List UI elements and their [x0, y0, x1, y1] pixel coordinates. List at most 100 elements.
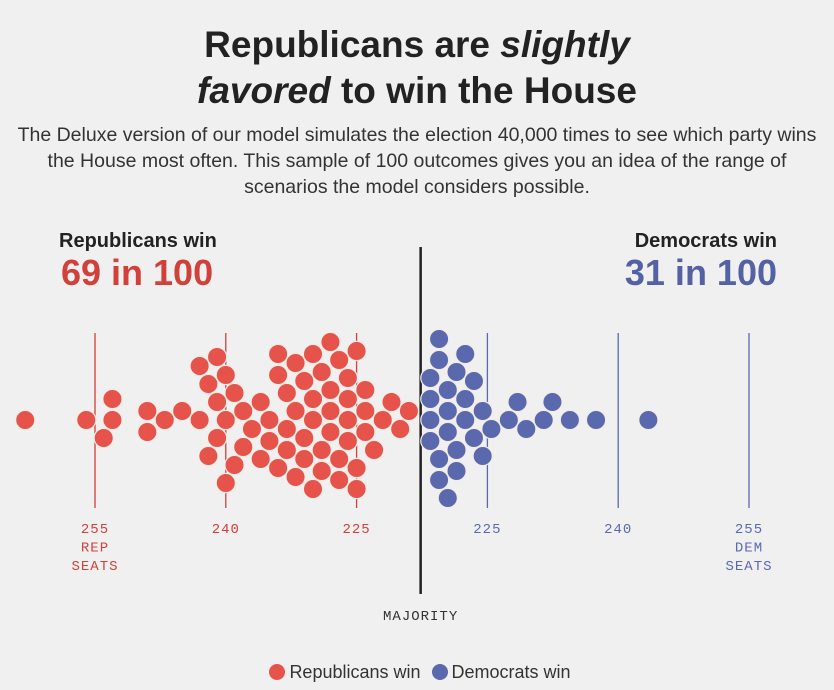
rep-outcome-dot	[224, 382, 245, 404]
dem-outcome-dot	[420, 367, 441, 389]
dem-outcome-dot	[446, 460, 467, 482]
dem-win-label: Democrats win	[634, 230, 777, 252]
dem-outcome-dot	[446, 439, 467, 461]
rep-outcome-dot	[15, 409, 36, 431]
legend-dem-dot	[431, 664, 448, 680]
dem-outcome-dot	[437, 487, 458, 509]
dem-outcome-dot	[559, 409, 581, 431]
rep-outcome-dot	[206, 346, 228, 368]
rep-outcome-dot	[137, 400, 158, 422]
rep-outcome-dot	[346, 340, 367, 362]
rep-outcome-dot	[198, 373, 219, 395]
rep-outcome-dot	[294, 370, 315, 392]
rep-outcome-dot	[337, 367, 359, 389]
legend-rep-label: Republicans win	[289, 662, 421, 682]
dem-outcome-dot	[498, 409, 520, 431]
rep-outcome-dot	[215, 364, 236, 386]
title-text: Republicans are	[204, 24, 501, 65]
rep-outcome-dot	[302, 388, 324, 410]
rep-outcome-dot	[276, 382, 298, 404]
rep-outcome-dot	[241, 418, 263, 440]
tick-label: 240	[212, 522, 240, 538]
dem-outcome-dot	[472, 400, 493, 422]
rep-outcome-dot	[355, 400, 376, 422]
dem-outcome-dot	[507, 391, 528, 413]
rep-outcome-dot	[328, 469, 350, 491]
rep-outcome-dot	[250, 391, 271, 413]
rep-outcome-dot	[267, 364, 289, 386]
rep-outcome-dot	[355, 421, 376, 443]
dem-outcome-dot	[481, 418, 502, 440]
rep-outcome-dot	[337, 430, 359, 452]
rep-outcome-dot	[233, 436, 254, 458]
rep-outcome-dot	[102, 388, 123, 410]
dem-outcome-dot	[533, 409, 554, 431]
title-text: to win the House	[330, 70, 637, 111]
rep-outcome-dot	[224, 454, 245, 476]
dem-outcome-dot	[516, 418, 537, 440]
rep-outcome-dot	[250, 448, 271, 470]
rep-outcome-dot	[320, 400, 341, 422]
rep-outcome-dot	[302, 409, 324, 431]
dem-outcome-dot	[455, 409, 476, 431]
tick-label: DEM	[735, 541, 763, 557]
legend-rep-dot	[269, 664, 286, 680]
dem-outcome-dot	[428, 349, 450, 371]
rep-outcome-dot	[76, 409, 97, 431]
rep-outcome-dot	[320, 421, 341, 443]
rep-outcome-dot	[302, 478, 324, 500]
rep-outcome-dot	[328, 448, 350, 470]
subtitle: The Deluxe version of our model simulate…	[0, 122, 834, 200]
rep-outcome-dot	[137, 421, 158, 443]
rep-outcome-dot	[215, 472, 236, 494]
rep-outcome-dot	[267, 343, 289, 365]
legend-dem-label: Democrats win	[451, 662, 571, 682]
rep-outcome-dot	[259, 430, 280, 452]
rep-outcome-dot	[206, 391, 228, 413]
tick-label: 240	[604, 522, 632, 538]
rep-outcome-dot	[285, 466, 306, 488]
dem-outcome-dot	[455, 388, 476, 410]
rep-outcome-dot	[215, 409, 236, 431]
dem-outcome-dot	[446, 361, 467, 383]
rep-outcome-dot	[355, 379, 376, 401]
rep-outcome-dot	[285, 400, 306, 422]
rep-outcome-dot	[189, 409, 210, 431]
tick-label: SEATS	[725, 559, 772, 575]
rep-outcome-dot	[154, 409, 175, 431]
rep-outcome-dot	[267, 457, 289, 479]
dem-outcome-dot	[420, 409, 441, 431]
rep-outcome-dot	[311, 361, 332, 383]
rep-outcome-dot	[198, 445, 219, 467]
dem-outcome-dot	[472, 445, 493, 467]
rep-outcome-dot	[390, 418, 411, 440]
dem-outcome-dot	[585, 409, 607, 431]
rep-win-label: Republicans win	[59, 230, 217, 252]
rep-outcome-dot	[372, 409, 393, 431]
dem-outcome-dot	[420, 430, 441, 452]
chart-title: Republicans are slightly favored to win …	[0, 22, 834, 114]
legend: Republicans win Democrats win	[0, 662, 834, 683]
subtitle-text: The Deluxe version of our model simulate…	[17, 124, 817, 198]
dem-outcome-dot	[463, 370, 485, 392]
rep-outcome-dot	[381, 391, 402, 413]
dem-outcome-dot	[437, 379, 458, 401]
rep-outcome-dot	[328, 349, 350, 371]
rep-outcome-dot	[189, 355, 210, 377]
tick-label: 225	[342, 522, 370, 538]
tick-label: REP	[81, 541, 109, 557]
rep-outcome-dot	[337, 409, 359, 431]
tick-label: 255	[735, 522, 763, 538]
rep-outcome-dot	[363, 439, 385, 461]
tick-label: 225	[473, 522, 501, 538]
rep-outcome-dot	[171, 400, 193, 422]
rep-outcome-dot	[276, 439, 298, 461]
rep-outcome-dot	[259, 409, 280, 431]
rep-outcome-dot	[311, 460, 332, 482]
tick-label: 255	[81, 522, 109, 538]
rep-outcome-dot	[285, 352, 306, 374]
dem-outcome-dot	[420, 388, 441, 410]
dem-outcome-dot	[455, 343, 476, 365]
